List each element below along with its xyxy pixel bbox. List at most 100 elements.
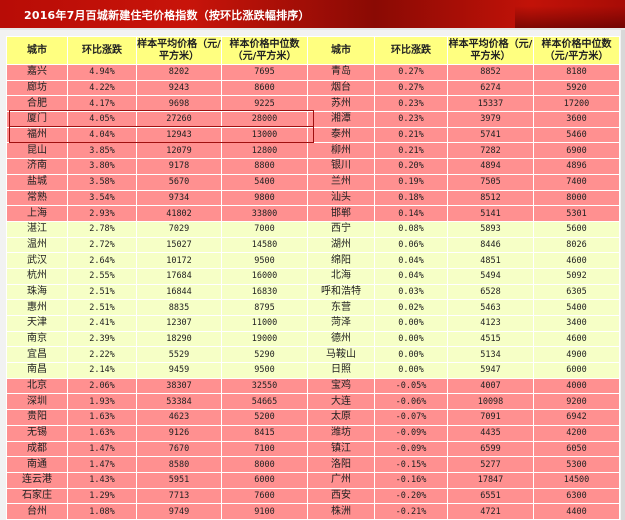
right-median-price-cell: 4400	[533, 503, 620, 520]
right-median-price-cell: 6900	[533, 142, 620, 160]
right-city-cell: 德州	[307, 330, 375, 348]
right-avg-price-cell: 5893	[447, 220, 534, 238]
left-avg-price-cell: 9749	[136, 503, 222, 520]
right-avg-price-cell: 4007	[447, 377, 534, 395]
header-city: 城市	[6, 36, 68, 65]
right-city-cell: 菏泽	[307, 315, 375, 332]
right-change-cell: 0.00%	[374, 330, 448, 348]
table-row: 昆山 3.85% 12079 12800 柳州 0.21% 7282 6900	[6, 142, 620, 160]
right-city-cell: 西安	[307, 487, 375, 505]
left-avg-price-cell: 5951	[136, 471, 222, 489]
table-body: 嘉兴 4.94% 8202 7695 青岛 0.27% 8852 8180 廊坊 4.22% 924…	[6, 64, 620, 520]
left-city-cell: 深圳	[6, 393, 68, 411]
right-city-cell: 湘潭	[307, 111, 375, 128]
right-change-cell: 0.21%	[374, 142, 448, 160]
left-median-price-cell: 14580	[221, 236, 308, 254]
right-avg-price-cell: 4894	[447, 158, 534, 175]
left-avg-price-cell: 27260	[136, 111, 222, 128]
left-city-cell: 北京	[6, 377, 68, 395]
left-median-price-cell: 8795	[221, 299, 308, 316]
table-row: 北京 2.06% 38307 32550 宝鸡 -0.05% 4007 4000	[6, 377, 620, 395]
table-row: 天津 2.41% 12307 11000 菏泽 0.00% 4123 3400	[6, 315, 620, 332]
left-median-price-cell: 8800	[221, 158, 308, 175]
skyline-image	[515, 6, 625, 28]
page-title: 2016年7月百城新建住宅价格指数（按环比涨跌幅排序）	[24, 9, 310, 22]
right-change-cell: 0.18%	[374, 189, 448, 207]
left-city-cell: 南通	[6, 456, 68, 473]
left-change-cell: 2.41%	[67, 315, 137, 332]
left-avg-price-cell: 8202	[136, 64, 222, 81]
right-change-cell: 0.14%	[374, 205, 448, 222]
right-avg-price-cell: 4515	[447, 330, 534, 348]
right-change-cell: -0.09%	[374, 424, 448, 442]
table-row: 南昌 2.14% 9459 9500 日照 0.00% 5947 6000	[6, 362, 620, 379]
right-change-cell: 0.00%	[374, 362, 448, 379]
left-change-cell: 2.72%	[67, 236, 137, 254]
left-change-cell: 2.78%	[67, 220, 137, 238]
right-change-cell: -0.20%	[374, 487, 448, 505]
right-city-cell: 绵阳	[307, 252, 375, 269]
table-row: 武汉 2.64% 10172 9500 绵阳 0.04% 4851 4600	[6, 252, 620, 269]
left-city-cell: 杭州	[6, 267, 68, 285]
right-city-cell: 银川	[307, 158, 375, 175]
right-median-price-cell: 5600	[533, 220, 620, 238]
right-avg-price-cell: 8512	[447, 189, 534, 207]
right-change-cell: -0.05%	[374, 377, 448, 395]
right-median-price-cell: 5460	[533, 126, 620, 144]
left-avg-price-cell: 8835	[136, 299, 222, 316]
table-row: 南通 1.47% 8580 8000 洛阳 -0.15% 5277 5300	[6, 456, 620, 473]
table-row: 台州 1.08% 9749 9100 株洲 -0.21% 4721 4400	[6, 503, 620, 520]
left-median-price-cell: 8600	[221, 79, 308, 97]
right-median-price-cell: 9200	[533, 393, 620, 411]
left-avg-price-cell: 18290	[136, 330, 222, 348]
right-change-cell: 0.00%	[374, 315, 448, 332]
right-avg-price-cell: 6274	[447, 79, 534, 97]
right-change-cell: -0.09%	[374, 440, 448, 458]
right-change-cell: 0.03%	[374, 283, 448, 301]
right-avg-price-cell: 15337	[447, 95, 534, 113]
right-avg-price-cell: 7505	[447, 173, 534, 191]
scrollbar[interactable]	[621, 30, 625, 520]
right-avg-price-cell: 6551	[447, 487, 534, 505]
right-change-cell: 0.06%	[374, 236, 448, 254]
table-row: 合肥 4.17% 9698 9225 苏州 0.23% 15337 17200	[6, 95, 620, 113]
table-row: 无锡 1.63% 9126 8415 潍坊 -0.09% 4435 4200	[6, 424, 620, 442]
table-row: 珠海 2.51% 16844 16830 呼和浩特 0.03% 6528 6305	[6, 283, 620, 301]
right-avg-price-cell: 5141	[447, 205, 534, 222]
right-city-cell: 汕头	[307, 189, 375, 207]
left-avg-price-cell: 15027	[136, 236, 222, 254]
table-row: 深圳 1.93% 53384 54665 大连 -0.06% 10098 9200	[6, 393, 620, 411]
left-change-cell: 2.55%	[67, 267, 137, 285]
left-avg-price-cell: 9459	[136, 362, 222, 379]
right-change-cell: 0.21%	[374, 126, 448, 144]
table-row: 湛江 2.78% 7029 7000 西宁 0.08% 5893 5600	[6, 220, 620, 238]
left-avg-price-cell: 12079	[136, 142, 222, 160]
left-avg-price-cell: 9734	[136, 189, 222, 207]
left-change-cell: 1.43%	[67, 471, 137, 489]
right-avg-price-cell: 7091	[447, 409, 534, 426]
left-city-cell: 上海	[6, 205, 68, 222]
table-row: 常熟 3.54% 9734 9800 汕头 0.18% 8512 8000	[6, 189, 620, 207]
left-city-cell: 台州	[6, 503, 68, 520]
left-median-price-cell: 19000	[221, 330, 308, 348]
right-median-price-cell: 5092	[533, 267, 620, 285]
right-avg-price-cell: 5947	[447, 362, 534, 379]
right-median-price-cell: 5301	[533, 205, 620, 222]
right-city-cell: 泰州	[307, 126, 375, 144]
table-row: 厦门 4.05% 27260 28000 湘潭 0.23% 3979 3600	[6, 111, 620, 128]
left-avg-price-cell: 16844	[136, 283, 222, 301]
right-median-price-cell: 4200	[533, 424, 620, 442]
right-median-price-cell: 8000	[533, 189, 620, 207]
right-city-cell: 苏州	[307, 95, 375, 113]
left-avg-price-cell: 53384	[136, 393, 222, 411]
left-city-cell: 连云港	[6, 471, 68, 489]
left-change-cell: 2.64%	[67, 252, 137, 269]
left-city-cell: 惠州	[6, 299, 68, 316]
right-city-cell: 柳州	[307, 142, 375, 160]
right-city-cell: 西宁	[307, 220, 375, 238]
right-avg-price-cell: 17847	[447, 471, 534, 489]
left-median-price-cell: 9800	[221, 189, 308, 207]
left-city-cell: 南昌	[6, 362, 68, 379]
left-city-cell: 廊坊	[6, 79, 68, 97]
right-change-cell: 0.27%	[374, 79, 448, 97]
